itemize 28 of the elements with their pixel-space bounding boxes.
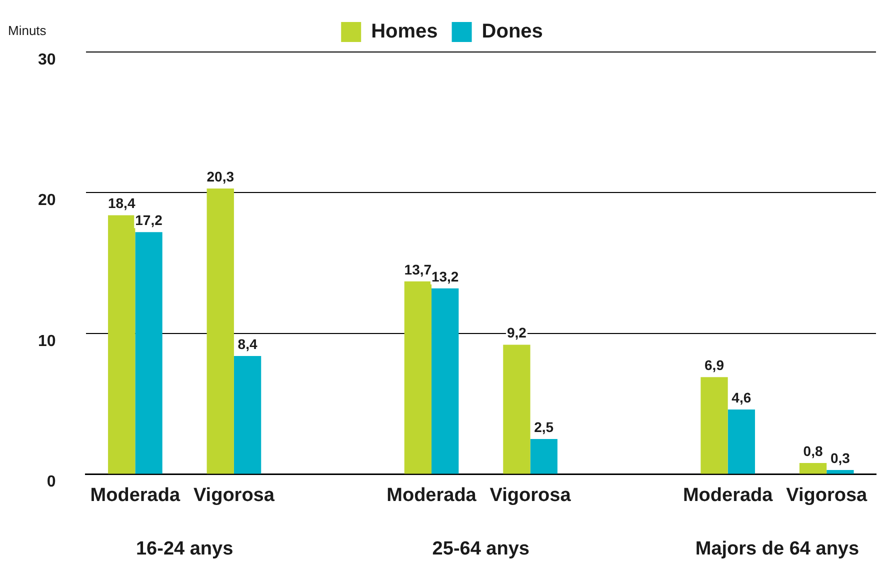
data-label: 4,6 <box>732 389 752 406</box>
data-label: 13,2 <box>431 268 459 284</box>
y-axis-title: Minuts <box>8 23 47 38</box>
data-label: 6,9 <box>704 356 724 373</box>
data-label: 13,7 <box>404 261 432 278</box>
data-label: 0,8 <box>803 442 823 459</box>
data-label: 0,3 <box>830 450 850 466</box>
x-tick-label: Moderada <box>90 484 180 506</box>
data-label: 17,2 <box>135 212 163 228</box>
y-tick-label: 0 <box>46 474 56 491</box>
legend-label: Dones <box>482 20 543 43</box>
text: 16-24 anys <box>136 538 234 560</box>
x-tick-label: Moderada <box>386 484 477 506</box>
data-label: 8,4 <box>238 336 258 352</box>
data-label: 9,2 <box>506 324 527 341</box>
text: 25-64 anys <box>432 538 530 560</box>
text: Majors de 64 anys <box>695 538 860 560</box>
x-tick-label: Vigorosa <box>490 484 572 506</box>
data-label: 18,4 <box>108 195 136 212</box>
y-tick-label: 20 <box>38 192 56 210</box>
data-label: 20,3 <box>206 168 234 184</box>
x-tick-label: Vigorosa <box>193 484 275 506</box>
x-tick-label: Vigorosa <box>786 484 868 506</box>
data-label: 2,5 <box>534 418 554 435</box>
y-tick-label: 30 <box>38 51 56 68</box>
y-tick-label: 10 <box>38 332 56 350</box>
x-tick-label: Moderada <box>682 484 774 506</box>
legend-label: Homes <box>371 20 438 43</box>
